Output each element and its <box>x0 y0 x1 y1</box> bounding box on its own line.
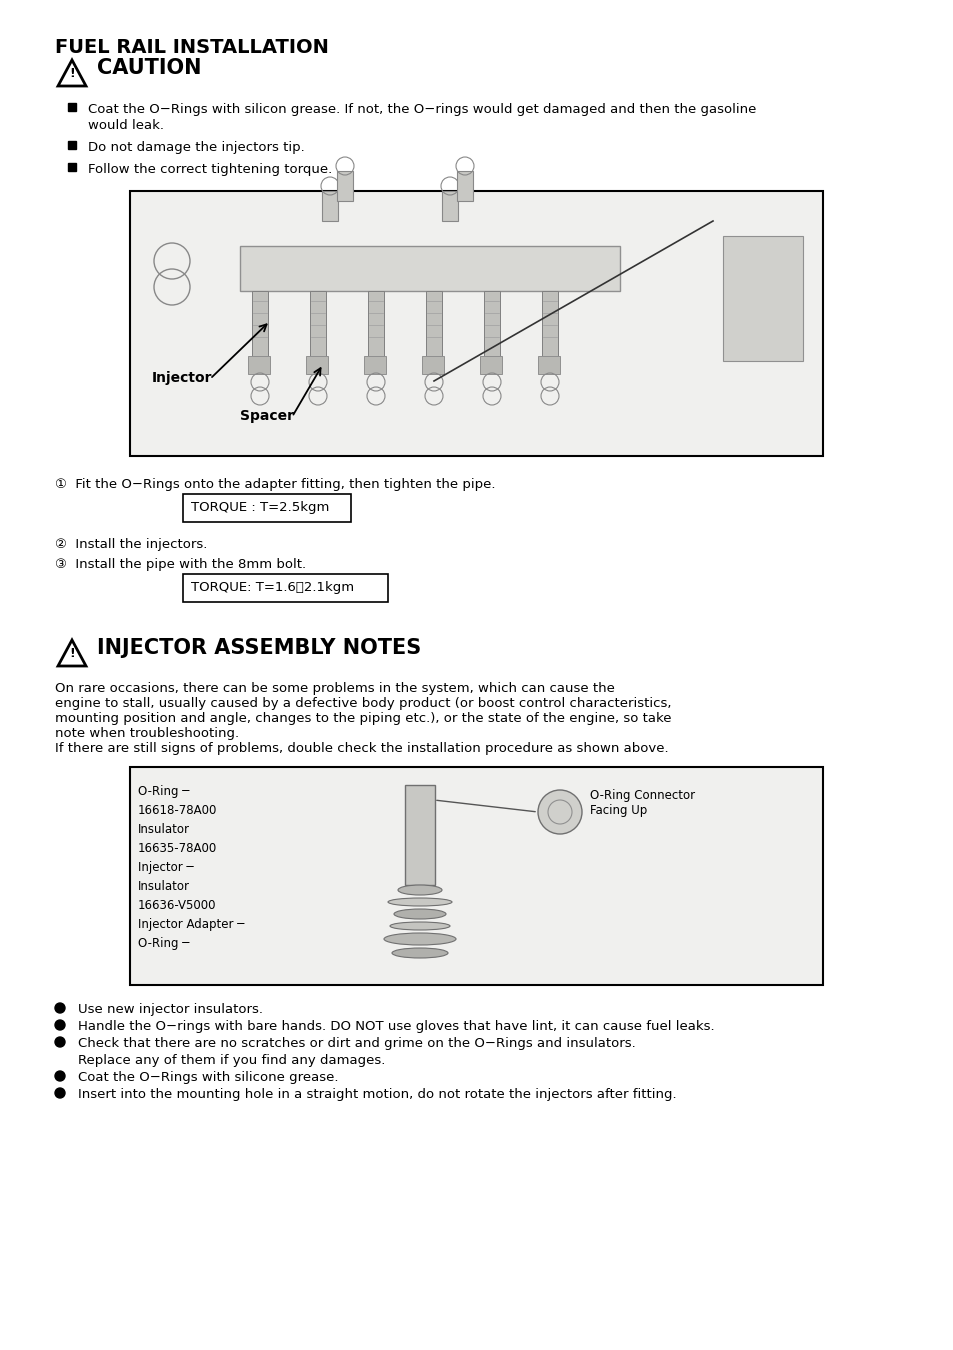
Bar <box>426 292 441 356</box>
Text: 16618-78A00: 16618-78A00 <box>138 805 217 817</box>
Text: Use new injector insulators.: Use new injector insulators. <box>78 1003 263 1017</box>
Text: ②  Install the injectors.: ② Install the injectors. <box>55 539 207 551</box>
Bar <box>541 292 558 356</box>
Ellipse shape <box>384 933 456 945</box>
Bar <box>336 171 353 201</box>
Text: Injector ─: Injector ─ <box>138 861 193 873</box>
Bar <box>364 356 386 374</box>
Text: Facing Up: Facing Up <box>589 805 646 817</box>
Bar <box>183 574 388 602</box>
Text: Insert into the mounting hole in a straight motion, do not rotate the injectors : Insert into the mounting hole in a strai… <box>78 1088 676 1102</box>
Text: 16636-V5000: 16636-V5000 <box>138 899 216 913</box>
Text: 16635-78A00: 16635-78A00 <box>138 842 217 855</box>
Text: engine to stall, usually caused by a defective body product (or boost control ch: engine to stall, usually caused by a def… <box>55 697 671 710</box>
Text: would leak.: would leak. <box>88 119 164 132</box>
Bar <box>483 292 499 356</box>
Bar <box>68 103 76 111</box>
Circle shape <box>537 790 581 834</box>
Ellipse shape <box>394 909 446 919</box>
Text: Insulator: Insulator <box>138 880 190 892</box>
Text: Coat the O−Rings with silicone grease.: Coat the O−Rings with silicone grease. <box>78 1071 338 1084</box>
Ellipse shape <box>388 898 452 906</box>
Text: If there are still signs of problems, double check the installation procedure as: If there are still signs of problems, do… <box>55 743 668 755</box>
Bar <box>479 356 501 374</box>
Bar <box>310 292 326 356</box>
Ellipse shape <box>392 948 448 958</box>
Text: CAUTION: CAUTION <box>97 58 201 78</box>
Circle shape <box>55 1037 65 1048</box>
Text: mounting position and angle, changes to the piping etc.), or the state of the en: mounting position and angle, changes to … <box>55 711 671 725</box>
Text: Spacer: Spacer <box>240 409 294 423</box>
Text: On rare occasions, there can be some problems in the system, which can cause the: On rare occasions, there can be some pro… <box>55 682 615 695</box>
Circle shape <box>55 1088 65 1098</box>
Bar <box>441 190 457 221</box>
Text: O-Ring ─: O-Ring ─ <box>138 937 190 950</box>
Text: Do not damage the injectors tip.: Do not damage the injectors tip. <box>88 140 304 154</box>
Text: O-Ring ─: O-Ring ─ <box>138 784 190 798</box>
Text: Insulator: Insulator <box>138 824 190 836</box>
Circle shape <box>55 1003 65 1012</box>
Bar <box>252 292 268 356</box>
Text: Injector Adapter ─: Injector Adapter ─ <box>138 918 244 932</box>
Bar <box>722 236 802 360</box>
Text: Injector: Injector <box>152 371 213 385</box>
Bar <box>537 356 559 374</box>
Text: !: ! <box>69 68 74 80</box>
Text: note when troubleshooting.: note when troubleshooting. <box>55 728 239 740</box>
Bar <box>368 292 384 356</box>
Bar <box>130 767 822 986</box>
Text: Check that there are no scratches or dirt and grime on the O−Rings and insulator: Check that there are no scratches or dir… <box>78 1037 635 1050</box>
Bar <box>68 163 76 171</box>
Ellipse shape <box>390 922 450 930</box>
Text: INJECTOR ASSEMBLY NOTES: INJECTOR ASSEMBLY NOTES <box>97 639 421 657</box>
Text: TORQUE: T=1.6～2.1kgm: TORQUE: T=1.6～2.1kgm <box>191 580 354 594</box>
Bar <box>130 190 822 456</box>
Bar <box>240 246 619 292</box>
Circle shape <box>55 1021 65 1030</box>
Circle shape <box>55 1071 65 1081</box>
Bar <box>248 356 270 374</box>
Bar <box>322 190 337 221</box>
Text: FUEL RAIL INSTALLATION: FUEL RAIL INSTALLATION <box>55 38 329 57</box>
Text: ①  Fit the O−Rings onto the adapter fitting, then tighten the pipe.: ① Fit the O−Rings onto the adapter fitti… <box>55 478 495 491</box>
Bar <box>421 356 443 374</box>
Bar <box>405 784 435 886</box>
Text: O-Ring Connector: O-Ring Connector <box>589 788 695 802</box>
Bar <box>456 171 473 201</box>
Bar <box>68 140 76 148</box>
Text: Handle the O−rings with bare hands. DO NOT use gloves that have lint, it can cau: Handle the O−rings with bare hands. DO N… <box>78 1021 714 1033</box>
Bar <box>183 494 351 522</box>
Ellipse shape <box>397 886 441 895</box>
Text: Coat the O−Rings with silicon grease. If not, the O−rings would get damaged and : Coat the O−Rings with silicon grease. If… <box>88 103 756 116</box>
Bar <box>306 356 328 374</box>
Text: TORQUE : T=2.5kgm: TORQUE : T=2.5kgm <box>191 501 329 514</box>
Text: Follow the correct tightening torque.: Follow the correct tightening torque. <box>88 163 332 176</box>
Text: ③  Install the pipe with the 8mm bolt.: ③ Install the pipe with the 8mm bolt. <box>55 558 306 571</box>
Text: !: ! <box>69 647 74 660</box>
Text: Replace any of them if you find any damages.: Replace any of them if you find any dama… <box>78 1054 385 1067</box>
